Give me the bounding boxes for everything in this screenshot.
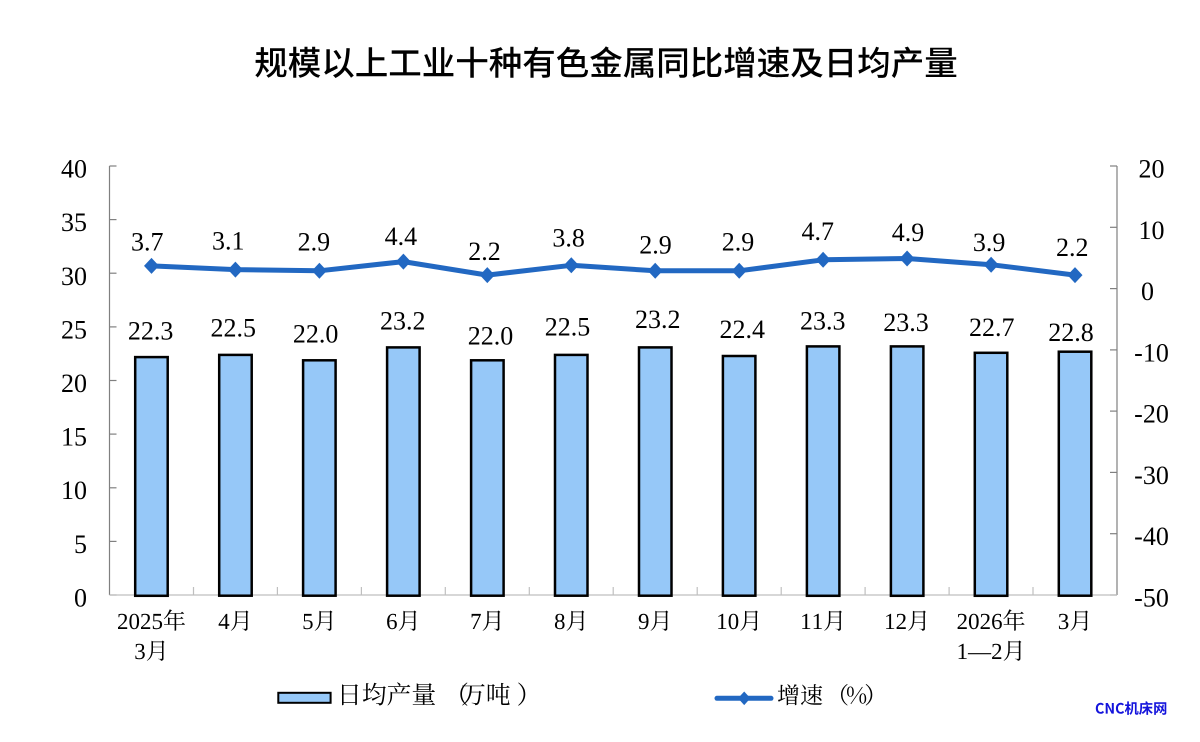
svg-text:2.9: 2.9 [639,230,672,259]
svg-text:30: 30 [61,262,87,291]
svg-text:22.8: 22.8 [1048,318,1094,347]
svg-text:25: 25 [61,315,87,344]
svg-text:23.2: 23.2 [635,305,681,334]
svg-text:10: 10 [61,476,87,505]
svg-text:22.5: 22.5 [545,313,591,342]
svg-text:22.4: 22.4 [719,315,765,344]
svg-text:23.3: 23.3 [800,307,846,336]
svg-text:22.3: 22.3 [128,316,174,345]
svg-text:22.5: 22.5 [211,314,257,343]
svg-text:20: 20 [1139,155,1165,184]
svg-text:4.4: 4.4 [385,222,418,251]
svg-text:3.9: 3.9 [973,228,1006,257]
svg-text:3.8: 3.8 [552,224,585,253]
svg-text:23.2: 23.2 [380,307,426,336]
svg-text:22.7: 22.7 [969,313,1015,342]
svg-text:-40: -40 [1134,522,1169,551]
svg-text:0: 0 [74,584,87,613]
svg-text:20: 20 [61,369,87,398]
svg-text:3.7: 3.7 [131,227,164,256]
svg-text:2.2: 2.2 [468,237,501,266]
svg-text:22.0: 22.0 [468,322,514,351]
svg-text:40: 40 [61,155,87,184]
svg-text:-20: -20 [1134,400,1169,429]
svg-text:23.3: 23.3 [883,308,929,337]
svg-text:2.2: 2.2 [1056,233,1089,262]
svg-text:3.1: 3.1 [212,226,245,255]
svg-text:2.9: 2.9 [722,228,755,257]
svg-text:-50: -50 [1134,584,1169,613]
svg-text:10: 10 [1139,216,1165,245]
svg-text:0: 0 [1141,277,1154,306]
svg-text:2.9: 2.9 [298,228,331,257]
svg-text:-30: -30 [1134,461,1169,490]
svg-text:22.0: 22.0 [293,319,339,348]
svg-text:4.9: 4.9 [892,218,925,247]
svg-text:-10: -10 [1134,338,1169,367]
svg-text:4.7: 4.7 [801,217,834,246]
svg-text:35: 35 [61,208,87,237]
svg-text:5: 5 [74,530,87,559]
svg-text:15: 15 [61,423,87,452]
